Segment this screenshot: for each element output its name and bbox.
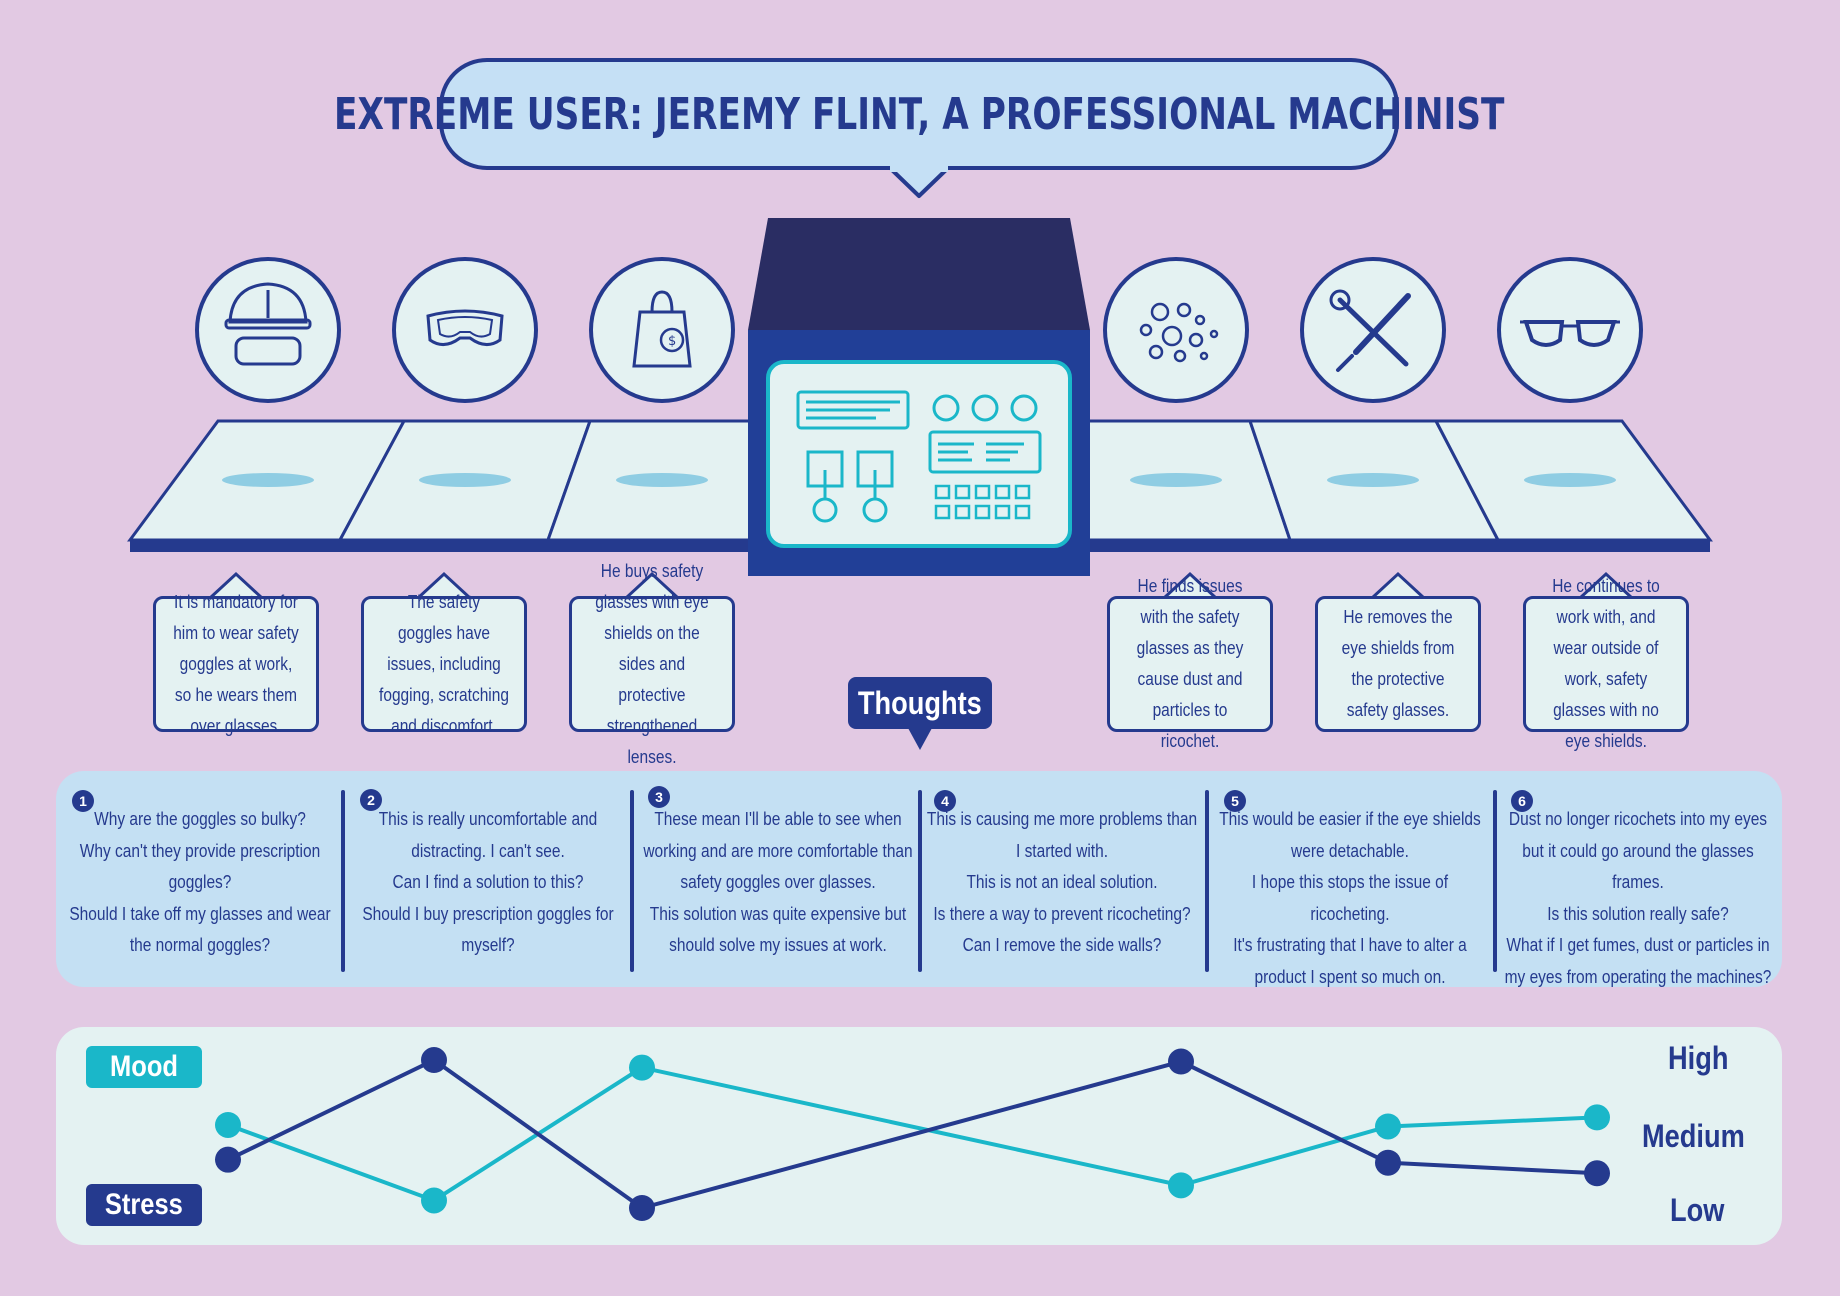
- thought-number: 1: [72, 790, 94, 812]
- level-medium-label: Medium: [1642, 1118, 1745, 1154]
- safety-goggles-icon: [392, 257, 538, 403]
- divider: [630, 790, 634, 972]
- shopping-bag-dollar-icon: $: [589, 257, 735, 403]
- stress-point: [629, 1195, 655, 1221]
- mood-point: [215, 1111, 241, 1138]
- thought-text: Dust no longer ricochets into my eyes bu…: [1504, 809, 1772, 987]
- level-high-label: High: [1668, 1040, 1729, 1076]
- thought-number: 2: [360, 789, 382, 811]
- glasses-icon: [1497, 257, 1643, 403]
- wrench-screwdriver-icon: [1300, 257, 1446, 403]
- svg-text:$: $: [668, 334, 676, 349]
- stage-caption: He removes the eye shields from the prot…: [1315, 596, 1481, 732]
- stress-line: [227, 1057, 1598, 1211]
- thought-text: This is causing me more problems than I …: [926, 809, 1198, 955]
- stage-caption: He continues to work with, and wear outs…: [1523, 576, 1689, 751]
- stress-point: [1584, 1160, 1610, 1187]
- thought-text: These mean I'll be able to see when work…: [643, 809, 913, 955]
- title-bubble: Extreme user: Jeremy Flint, a profession…: [334, 58, 1504, 170]
- stress-point: [421, 1047, 447, 1074]
- thought-text: This would be easier if the eye shields …: [1219, 809, 1481, 987]
- stage-caption: He buys safety glasses with eye shields …: [569, 561, 735, 767]
- mood-line: [227, 1065, 1598, 1203]
- divider: [341, 790, 345, 972]
- thought-text: Why are the goggles so bulky? Why can't …: [69, 809, 331, 955]
- mood-point: [1584, 1104, 1610, 1131]
- mood-point: [421, 1187, 447, 1214]
- stage-caption: It is mandatory for him to wear safety g…: [153, 592, 319, 736]
- thought-number: 4: [934, 790, 956, 812]
- stage-caption: The safety goggles have issues, includin…: [361, 592, 527, 736]
- divider: [1493, 790, 1497, 972]
- mood-point: [1375, 1113, 1401, 1140]
- legend-stress: Stress: [86, 1184, 202, 1226]
- page-title: Extreme user: Jeremy Flint, a profession…: [333, 88, 1505, 140]
- mood-point: [629, 1054, 655, 1081]
- conveyor-belt: [127, 419, 1713, 552]
- thought-number: 6: [1511, 790, 1533, 812]
- level-low-label: Low: [1670, 1192, 1725, 1228]
- thought-number: 5: [1224, 790, 1246, 812]
- legend-mood: Mood: [86, 1046, 202, 1088]
- stress-point: [1168, 1048, 1194, 1075]
- hard-hat-goggles-icon: [195, 257, 341, 403]
- thoughts-label: Thoughts: [848, 677, 992, 729]
- stress-point: [1375, 1149, 1401, 1176]
- divider: [918, 790, 922, 972]
- thought-text: This is really uncomfortable and distrac…: [362, 809, 614, 955]
- stress-point: [215, 1146, 241, 1173]
- thought-number: 3: [648, 786, 670, 808]
- machine: [748, 218, 1090, 576]
- divider: [1205, 790, 1209, 972]
- particles-icon: [1103, 257, 1249, 403]
- stage-caption: He finds issues with the safety glasses …: [1107, 576, 1273, 751]
- mood-point: [1168, 1172, 1194, 1199]
- mood-stress-panel: [56, 1027, 1782, 1245]
